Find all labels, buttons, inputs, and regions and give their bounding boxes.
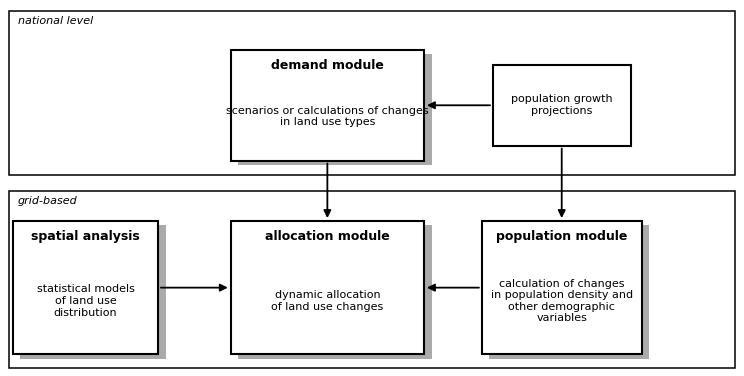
Text: population module: population module — [496, 230, 627, 243]
Bar — [231, 50, 424, 161]
Bar — [238, 226, 432, 359]
Text: demand module: demand module — [271, 59, 384, 72]
Text: calculation of changes
in population density and
other demographic
variables: calculation of changes in population den… — [490, 279, 633, 323]
Text: national level: national level — [18, 16, 93, 26]
Text: spatial analysis: spatial analysis — [31, 230, 140, 243]
Bar — [490, 226, 649, 359]
Text: allocation module: allocation module — [265, 230, 390, 243]
Text: scenarios or calculations of changes
in land use types: scenarios or calculations of changes in … — [226, 106, 429, 127]
Text: grid-based: grid-based — [18, 196, 77, 206]
Bar — [238, 55, 432, 165]
Bar — [493, 65, 631, 146]
Bar — [13, 221, 158, 354]
Bar — [482, 221, 641, 354]
Text: statistical models
of land use
distribution: statistical models of land use distribut… — [36, 284, 135, 318]
Text: population growth
projections: population growth projections — [511, 94, 612, 116]
Bar — [9, 191, 735, 368]
Bar — [21, 226, 166, 359]
Text: dynamic allocation
of land use changes: dynamic allocation of land use changes — [272, 290, 383, 312]
Bar — [9, 11, 735, 175]
Bar — [231, 221, 424, 354]
